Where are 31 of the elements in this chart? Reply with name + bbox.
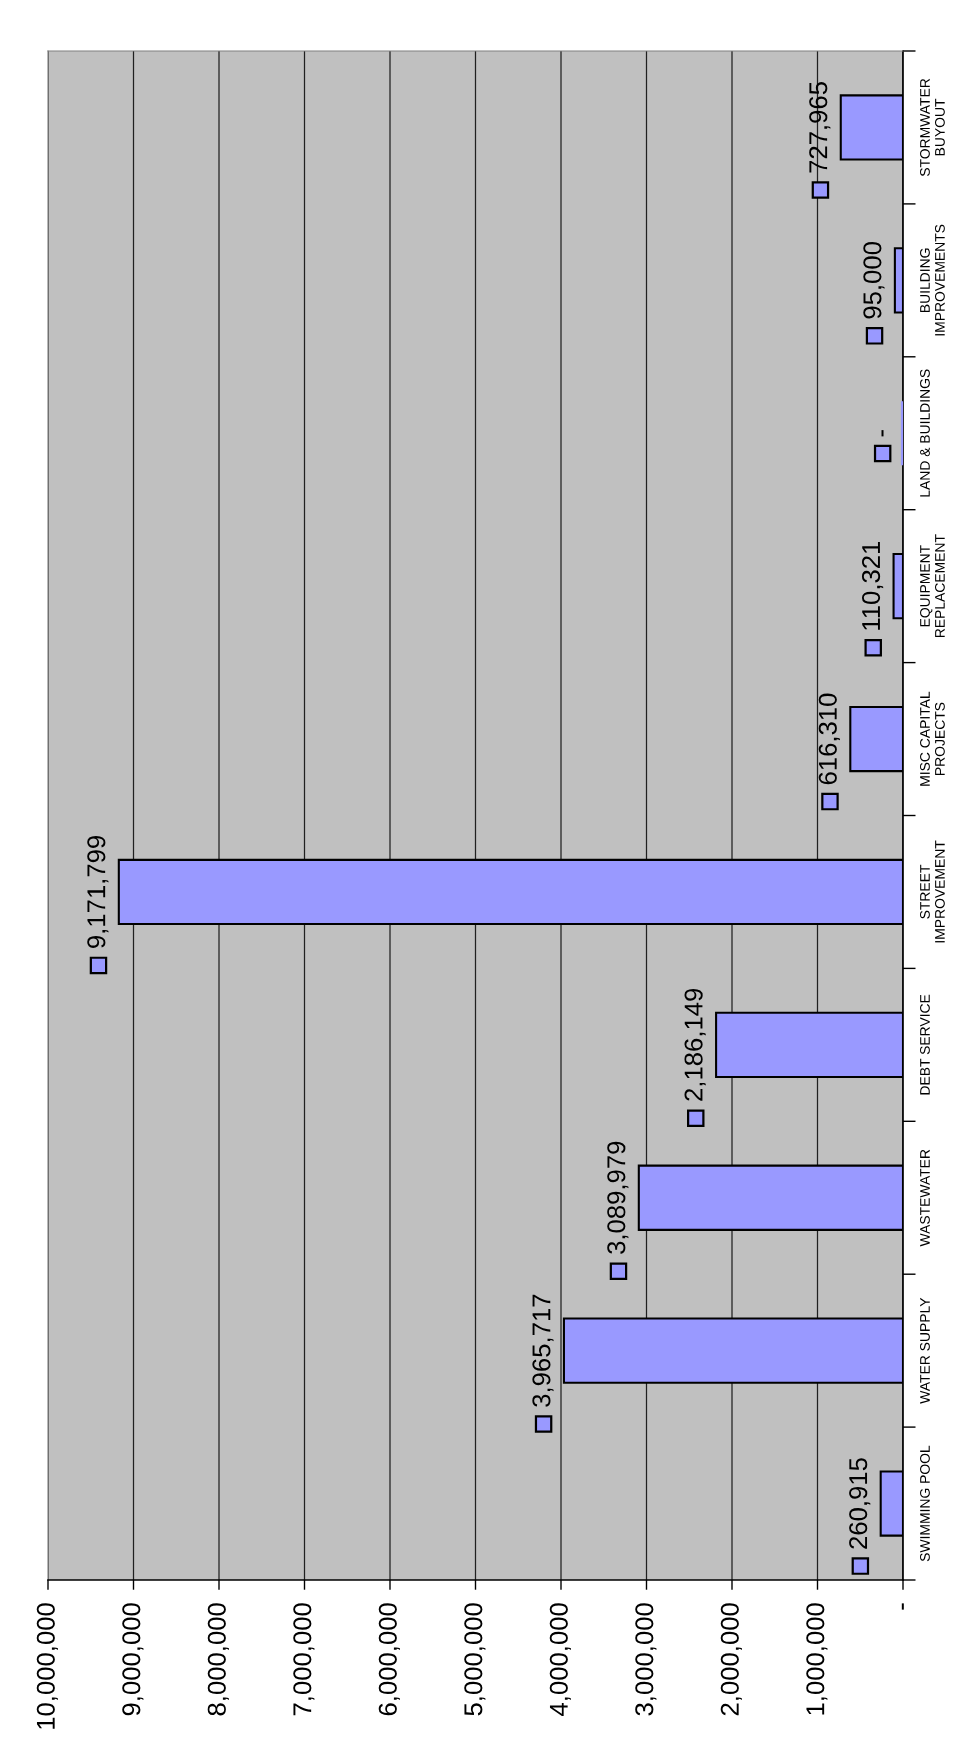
y-tick-label: STREET IMPROVEMENT: [920, 840, 945, 943]
x-tick-label: 5,000,000: [464, 1603, 486, 1716]
x-tick-label: 1,000,000: [806, 1603, 828, 1715]
x-tick-label: 8,000,000: [207, 1603, 229, 1716]
y-tick-label: BUILDING IMPROVEMENTS: [920, 224, 945, 336]
data-label: 95,000: [863, 242, 885, 319]
data-label: 3,965,717: [532, 1294, 554, 1407]
data-label: 2,186,149: [684, 988, 706, 1101]
data-label: 3,089,979: [607, 1141, 629, 1254]
y-tick-label: WASTEWATER: [920, 1149, 930, 1247]
x-tick-label: 9,000,000: [122, 1603, 144, 1716]
y-tick-label: STORMWATER BUYOUT: [920, 78, 945, 177]
x-tick-label: 3,000,000: [635, 1603, 657, 1716]
x-tick-label: 4,000,000: [549, 1603, 571, 1716]
y-tick-label: MISC CAPITAL PROJECTS: [920, 691, 945, 786]
y-tick-label: SWIMMING POOL: [920, 1445, 930, 1562]
y-tick-label: LAND & BUILDINGS: [920, 369, 930, 497]
x-tick-label: 2,000,000: [720, 1603, 742, 1716]
x-tick-label: -: [901, 1603, 904, 1610]
x-tick-label: 7,000,000: [293, 1603, 315, 1716]
data-label: 727,965: [809, 82, 831, 173]
y-tick-label: WATER SUPPLY: [920, 1297, 930, 1404]
data-label: 260,915: [849, 1458, 871, 1549]
data-label: 110,321: [861, 541, 884, 630]
data-label: 616,310: [818, 693, 840, 785]
data-label: -: [881, 430, 884, 437]
y-tick-label: EQUIPMENT REPLACEMENT: [920, 534, 945, 638]
y-tick-label: DEBT SERVICE: [920, 994, 930, 1095]
data-label: 9,171,799: [87, 836, 109, 948]
x-tick-label: 10,000,000: [36, 1603, 58, 1729]
x-tick-label: 6,000,000: [378, 1603, 400, 1716]
